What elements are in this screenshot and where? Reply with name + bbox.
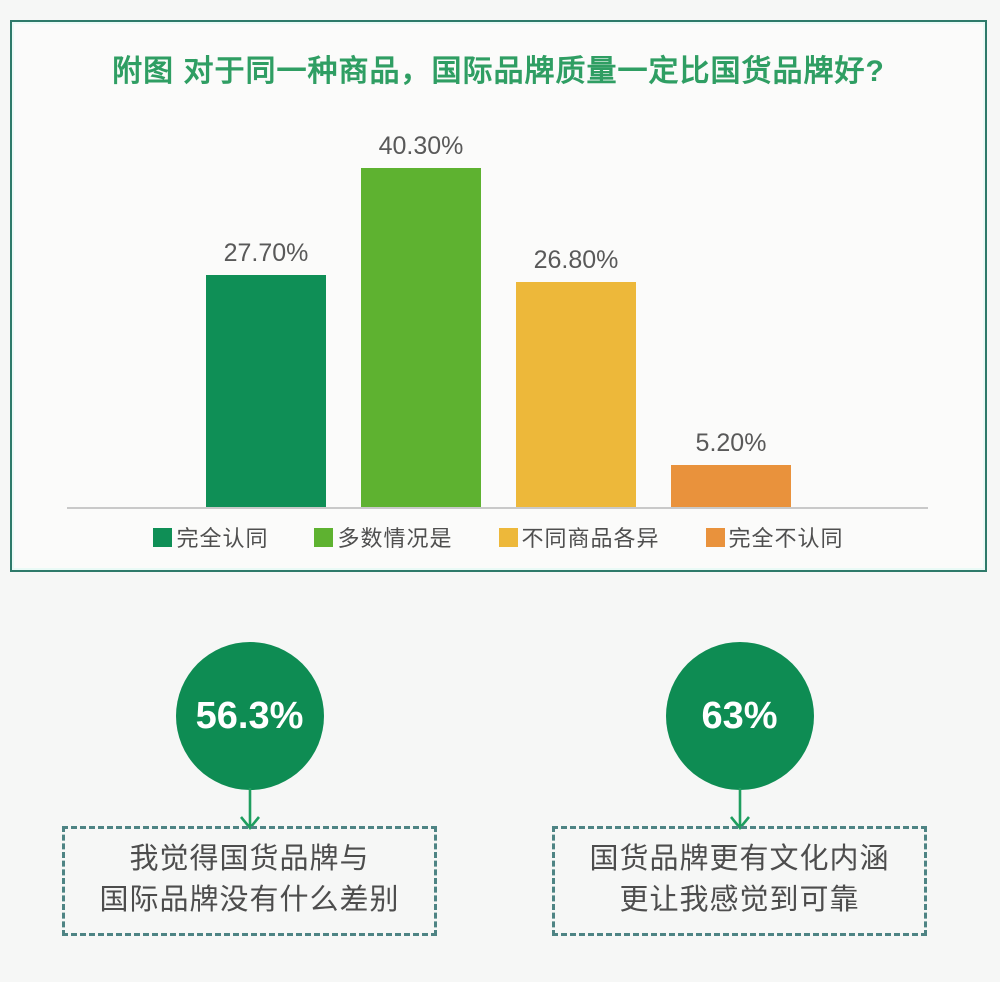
bar-value-label: 40.30% xyxy=(378,132,464,160)
legend-swatch-icon xyxy=(498,527,518,547)
legend-label: 多数情况是 xyxy=(337,526,453,551)
legend-label: 完全认同 xyxy=(176,526,269,551)
legend-item: 完全认同 xyxy=(153,521,268,553)
bar-value-label: 27.70% xyxy=(223,239,309,267)
callout-column: 63% 国货品牌更有文化内涵 更让我感觉到可靠 xyxy=(552,642,927,937)
callout-text-box: 我觉得国货品牌与 国际品牌没有什么差别 xyxy=(62,826,437,937)
legend-item: 不同商品各异 xyxy=(498,521,660,553)
callout-text-box: 国货品牌更有文化内涵 更让我感觉到可靠 xyxy=(552,826,927,937)
percent-circle: 56.3% xyxy=(175,642,324,790)
bar xyxy=(361,168,481,509)
bar xyxy=(206,275,326,509)
bar xyxy=(516,282,636,509)
bar-chart-plot: 27.70% 40.30% 26.80% 5.20% xyxy=(12,109,985,509)
legend-swatch-icon xyxy=(153,527,173,547)
bar-group: 27.70% xyxy=(206,239,326,509)
callout-text-line: 国货品牌更有文化内涵 xyxy=(589,843,890,875)
bar-group: 26.80% xyxy=(516,246,636,509)
bar-value-label: 5.20% xyxy=(695,429,767,457)
chart-title: 附图 对于同一种商品，国际品牌质量一定比国货品牌好? xyxy=(112,55,885,88)
percent-value: 63% xyxy=(701,694,778,737)
x-axis-line xyxy=(67,507,928,509)
callout-text-line: 更让我感觉到可靠 xyxy=(619,884,860,917)
legend-swatch-icon xyxy=(705,527,725,547)
percent-value: 56.3% xyxy=(195,694,304,737)
percent-circle: 63% xyxy=(665,642,814,790)
bars-container: 27.70% 40.30% 26.80% 5.20% xyxy=(12,109,985,509)
chart-legend: 完全认同 多数情况是 不同商品各异 完全不认同 xyxy=(12,521,985,553)
bar-value-label: 26.80% xyxy=(533,246,619,274)
legend-swatch-icon xyxy=(314,527,334,547)
callouts-section: 56.3% 我觉得国货品牌与 国际品牌没有什么差别 63% 国货品牌更有文化内涵 更让我感… xyxy=(0,642,1000,937)
legend-item: 多数情况是 xyxy=(314,521,452,553)
callout-column: 56.3% 我觉得国货品牌与 国际品牌没有什么差别 xyxy=(62,642,437,937)
legend-label: 不同商品各异 xyxy=(521,526,660,551)
callout-text-line: 国际品牌没有什么差别 xyxy=(99,884,400,917)
bar-group: 40.30% xyxy=(361,132,481,509)
legend-item: 完全不认同 xyxy=(705,521,844,553)
legend-label: 完全不认同 xyxy=(728,526,844,551)
survey-infographic: 附图 对于同一种商品，国际品牌质量一定比国货品牌好? 27.70% 40.30% 2… xyxy=(0,20,1000,937)
chart-card: 附图 对于同一种商品，国际品牌质量一定比国货品牌好? 27.70% 40.30% 2… xyxy=(10,20,987,572)
bar-group: 5.20% xyxy=(671,429,791,509)
callout-text-line: 我觉得国货品牌与 xyxy=(129,843,370,875)
bar xyxy=(671,465,791,509)
